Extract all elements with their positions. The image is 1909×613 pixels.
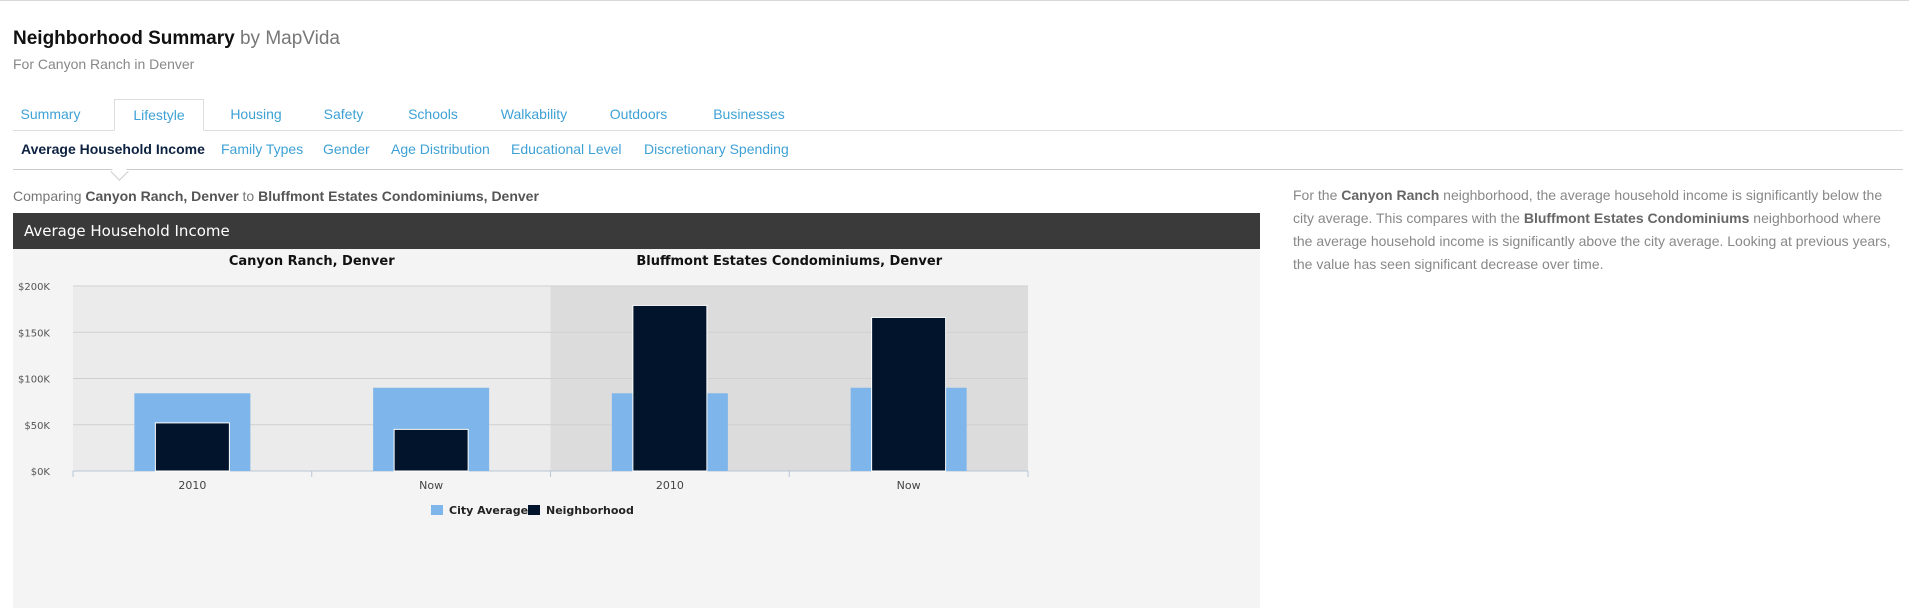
page-title: Neighborhood Summary by MapVida [13,27,340,51]
tab-businesses[interactable]: Businesses [713,106,785,122]
comparison-line: Comparing Canyon Ranch, Denver to Bluffm… [13,188,539,204]
x-tick-label: Now [897,479,921,492]
y-tick-label: $150K [18,328,50,339]
y-tick-label: $100K [18,375,50,386]
legend-label-city-average: City Average [449,504,528,517]
tab-housing[interactable]: Housing [230,106,282,122]
desc-part-1: For the [1293,187,1338,203]
chart-panel-title: Bluffmont Estates Condominiums, Denver [636,254,942,269]
tab-safety[interactable]: Safety [323,106,364,122]
y-tick-label: $50K [24,421,50,432]
desc-neighborhood-1: Canyon Ranch [1341,187,1440,203]
subtab-gender[interactable]: Gender [323,141,370,157]
tab-schools[interactable]: Schools [408,106,458,122]
subtab-discretionary-spending[interactable]: Discretionary Spending [644,141,789,157]
chart-title: Average Household Income [13,213,1260,249]
legend-label-neighborhood: Neighborhood [546,504,634,517]
x-tick-label: 2010 [656,479,684,492]
x-tick-label: 2010 [178,479,206,492]
bar-neighborhood [871,316,947,472]
subtab-age-distribution[interactable]: Age Distribution [391,141,490,157]
x-tick-label: Now [419,479,443,492]
page-header: Neighborhood Summary by MapVida For Cany… [13,27,340,72]
page-subtitle: For Canyon Ranch in Denver [13,56,195,72]
summary-description: For the Canyon Ranch neighborhood, the a… [1293,184,1893,276]
legend-swatch-neighborhood [528,505,540,515]
subtab-average-household-income[interactable]: Average Household Income [21,141,205,157]
sub-tabs: Average Household Income Family Types Ge… [13,131,1903,181]
bar-neighborhood [393,428,469,472]
subtab-educational-level[interactable]: Educational Level [511,141,622,157]
page-title-text: Neighborhood Summary [13,28,235,49]
income-chart-panel: Average Household Income Canyon Ranch, D… [13,213,1260,608]
y-tick-label: $200K [18,282,50,293]
main-tabs: Summary Lifestyle Housing Safety Schools… [13,99,1903,131]
desc-part-2: neighborhood, the average household inco… [1293,187,1883,226]
chart-panel-title: Canyon Ranch, Denver [229,254,395,269]
desc-neighborhood-2: Bluffmont Estates Condominiums [1523,210,1750,226]
bar-neighborhood [632,304,708,472]
tab-walkability[interactable]: Walkability [500,106,568,122]
comparing-neighborhood-b: Bluffmont Estates Condominiums, Denver [258,188,539,204]
income-chart: Canyon Ranch, Denver Bluffmont Estates Co… [18,254,1029,517]
subtab-family-types[interactable]: Family Types [221,141,304,157]
comparing-neighborhood-a: Canyon Ranch, Denver [85,188,239,204]
y-tick-label: $0K [31,467,51,478]
tab-lifestyle[interactable]: Lifestyle [114,99,204,131]
tab-summary[interactable]: Summary [20,106,81,122]
active-subtab-pointer [110,162,129,181]
tab-outdoors[interactable]: Outdoors [609,106,668,122]
legend-swatch-city-average [431,505,443,515]
page-title-by: by MapVida [239,28,340,49]
bar-neighborhood [154,422,230,472]
comparing-mid: to [242,188,255,204]
desc-part-3: neighborhood where the average household… [1293,210,1891,272]
comparing-prefix: Comparing [13,188,82,204]
